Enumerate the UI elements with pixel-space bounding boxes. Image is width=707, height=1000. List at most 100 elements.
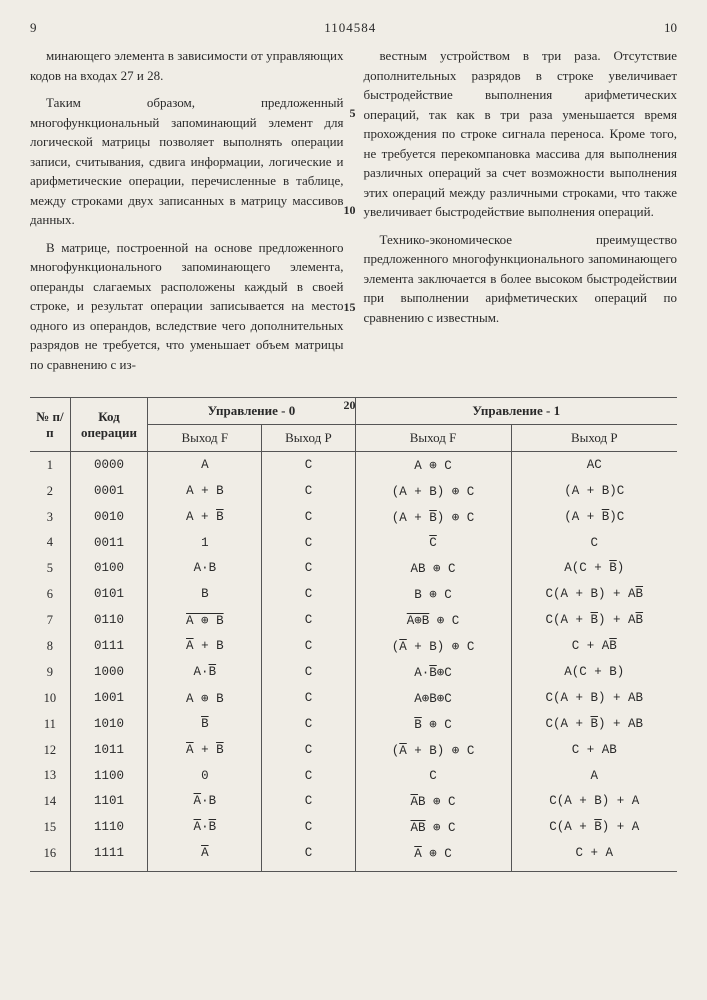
cell-f1: A ⊕ C <box>355 840 511 872</box>
table-row: 70110A ⊕ BCA⊕B ⊕ CC(A + B) + AB <box>30 607 677 633</box>
cell-p1: C + AB <box>511 633 677 659</box>
table-row: 91000A·BCA·B⊕CA(C + B) <box>30 659 677 685</box>
cell-p1: A(C + B) <box>511 555 677 581</box>
cell-f1: AB ⊕ C <box>355 814 511 840</box>
left-column: минающего элемента в зависимости от упра… <box>30 46 344 382</box>
cell-f1: C <box>355 763 511 788</box>
cell-p0: C <box>262 607 355 633</box>
table-row: 400111CCC <box>30 530 677 555</box>
table-row: 1311000CCA <box>30 763 677 788</box>
cell-f1: AB ⊕ C <box>355 788 511 814</box>
cell-f1: C <box>355 530 511 555</box>
cell-f0: A + B <box>148 737 262 763</box>
operations-table: № п/п Код операции Управление - 0 Управл… <box>30 397 677 872</box>
cell-code: 0010 <box>70 504 147 530</box>
cell-f1: A⊕B⊕C <box>355 685 511 711</box>
cell-n: 6 <box>30 581 70 607</box>
cell-n: 12 <box>30 737 70 763</box>
right-column: вестным устройством в три раза. Отсутств… <box>364 46 678 382</box>
cell-p1: C(A + B) + AB <box>511 711 677 737</box>
cell-f0: A·B <box>148 814 262 840</box>
cell-f0: B <box>148 581 262 607</box>
cell-p1: A <box>511 763 677 788</box>
cell-f0: A ⊕ B <box>148 607 262 633</box>
cell-f0: 1 <box>148 530 262 555</box>
cell-f0: A + B <box>148 633 262 659</box>
cell-code: 0011 <box>70 530 147 555</box>
page-header: 9 1104584 10 <box>30 20 677 36</box>
doc-number: 1104584 <box>37 20 665 36</box>
cell-n: 16 <box>30 840 70 872</box>
cell-n: 10 <box>30 685 70 711</box>
line-number: 5 <box>350 104 356 122</box>
table-row: 161111ACA ⊕ CC + A <box>30 840 677 872</box>
cell-code: 1010 <box>70 711 147 737</box>
th-f0: Выход F <box>148 425 262 452</box>
cell-f0: A + B <box>148 504 262 530</box>
cell-p1: C <box>511 530 677 555</box>
line-number: 10 <box>344 201 356 219</box>
cell-p0: C <box>262 840 355 872</box>
cell-code: 1111 <box>70 840 147 872</box>
cell-code: 1011 <box>70 737 147 763</box>
table-row: 101001A ⊕ BCA⊕B⊕CC(A + B) + AB <box>30 685 677 711</box>
cell-p1: C(A + B) + AB <box>511 685 677 711</box>
cell-f1: (A + B) ⊕ C <box>355 478 511 504</box>
cell-code: 0100 <box>70 555 147 581</box>
cell-p1: (A + B)C <box>511 504 677 530</box>
cell-n: 8 <box>30 633 70 659</box>
cell-p0: C <box>262 814 355 840</box>
cell-n: 14 <box>30 788 70 814</box>
para: минающего элемента в зависимости от упра… <box>30 46 344 85</box>
cell-p0: C <box>262 685 355 711</box>
cell-p0: C <box>262 633 355 659</box>
cell-code: 1101 <box>70 788 147 814</box>
page-right: 10 <box>664 20 677 36</box>
th-p0: Выход P <box>262 425 355 452</box>
cell-code: 0000 <box>70 452 147 479</box>
cell-f1: A ⊕ C <box>355 452 511 479</box>
cell-n: 4 <box>30 530 70 555</box>
cell-p0: C <box>262 711 355 737</box>
para: Таким образом, предложенный многофункцио… <box>30 93 344 230</box>
cell-p0: C <box>262 555 355 581</box>
cell-p1: C(A + B) + AB <box>511 581 677 607</box>
cell-p1: C(A + B) + A <box>511 788 677 814</box>
cell-n: 7 <box>30 607 70 633</box>
cell-p1: C(A + B) + A <box>511 814 677 840</box>
cell-code: 0001 <box>70 478 147 504</box>
cell-f1: B ⊕ C <box>355 581 511 607</box>
cell-f1: (A + B) ⊕ C <box>355 504 511 530</box>
cell-code: 1110 <box>70 814 147 840</box>
cell-p0: C <box>262 478 355 504</box>
line-number: 20 <box>344 396 356 414</box>
table-row: 121011A + BC(A + B) ⊕ CC + AB <box>30 737 677 763</box>
table-row: 80111A + BC(A + B) ⊕ CC + AB <box>30 633 677 659</box>
cell-p1: C + AB <box>511 737 677 763</box>
th-f1: Выход F <box>355 425 511 452</box>
para: Технико-экономическое преимущество предл… <box>364 230 678 328</box>
text-columns: минающего элемента в зависимости от упра… <box>30 46 677 382</box>
table-row: 50100A·BCAB ⊕ CA(C + B) <box>30 555 677 581</box>
cell-p0: C <box>262 530 355 555</box>
cell-f0: A + B <box>148 478 262 504</box>
th-p1: Выход P <box>511 425 677 452</box>
cell-p0: C <box>262 452 355 479</box>
cell-f1: (A + B) ⊕ C <box>355 737 511 763</box>
cell-p1: C(A + B) + AB <box>511 607 677 633</box>
cell-n: 9 <box>30 659 70 685</box>
cell-p1: AC <box>511 452 677 479</box>
th-n: № п/п <box>30 398 70 452</box>
cell-p0: C <box>262 788 355 814</box>
cell-f0: A ⊕ B <box>148 685 262 711</box>
cell-code: 1100 <box>70 763 147 788</box>
table-row: 60101BCB ⊕ CC(A + B) + AB <box>30 581 677 607</box>
cell-n: 5 <box>30 555 70 581</box>
table-row: 10000ACA ⊕ CAC <box>30 452 677 479</box>
cell-p1: A(C + B) <box>511 659 677 685</box>
cell-f1: A⊕B ⊕ C <box>355 607 511 633</box>
cell-n: 2 <box>30 478 70 504</box>
table-row: 20001A + BC(A + B) ⊕ C(A + B)C <box>30 478 677 504</box>
table-row: 30010A + BC(A + B) ⊕ C(A + B)C <box>30 504 677 530</box>
cell-f0: 0 <box>148 763 262 788</box>
